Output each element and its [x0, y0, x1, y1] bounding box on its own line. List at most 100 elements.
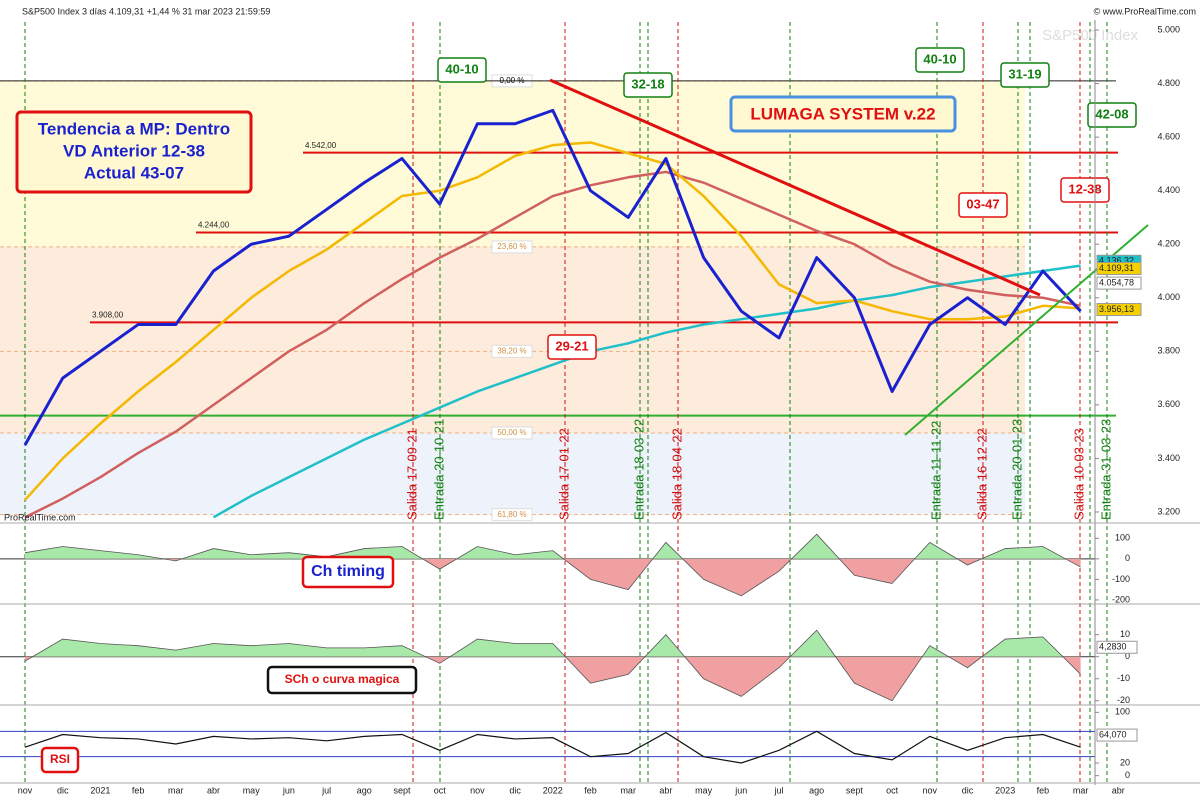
- y-tick-label: 10: [1120, 629, 1130, 639]
- osc-line: [24, 629, 1081, 702]
- score-box: [1000, 62, 1050, 88]
- x-tick-label: 2023: [995, 785, 1015, 795]
- fib-label: 61,80 %: [497, 510, 526, 519]
- x-tick-label: mar: [168, 785, 184, 795]
- header-site: © www.ProRealTime.com: [1094, 6, 1196, 16]
- score-box: [437, 57, 487, 83]
- rsi-line: [24, 730, 1081, 764]
- price-tag: [1096, 303, 1142, 317]
- fib-label: 38,20 %: [497, 346, 526, 355]
- y-tick-label: 100: [1115, 533, 1130, 543]
- box: [15, 110, 253, 194]
- x-tick-label: 2022: [543, 785, 563, 795]
- score-text: 32-18: [631, 76, 664, 91]
- y-tick-label: 5.000: [1157, 24, 1180, 34]
- y-tick-label: 3.200: [1157, 506, 1180, 516]
- fib-band: [0, 432, 1025, 515]
- y-tick-label: 4.800: [1157, 78, 1180, 88]
- osc-area: [25, 534, 1066, 559]
- panel-label-box: [301, 555, 395, 589]
- header-title: S&P500 Index 3 días 4.109,31 +1,44 % 31 …: [22, 6, 270, 16]
- grid: 0,00 %23,60 %38,20 %50,00 %61,80 %: [0, 74, 1025, 522]
- x-tick-label: oct: [434, 785, 447, 795]
- score-text: 42-08: [1095, 106, 1128, 121]
- fib-label: 50,00 %: [497, 428, 526, 437]
- score-text: 40-10: [923, 51, 956, 66]
- footer: ProRealTime.com: [4, 512, 76, 522]
- panel-label: SCh o curva magica: [285, 672, 400, 686]
- price-tag: [1096, 262, 1142, 276]
- box-text: Tendencia a MP: Dentro: [38, 119, 230, 138]
- signal-label: Entrada 18-03-22: [631, 419, 646, 520]
- box-text: Actual 43-07: [84, 163, 184, 182]
- x-tick-label: may: [695, 785, 713, 795]
- y-tick-label: 3.400: [1157, 453, 1180, 463]
- score-text: 03-47: [966, 196, 999, 211]
- y-tick-label: 3.800: [1157, 346, 1180, 356]
- x-tick-label: mar: [620, 785, 636, 795]
- y-tick-label: 4.000: [1157, 292, 1180, 302]
- fib-label: 23,60 %: [497, 242, 526, 251]
- y-tick-label: 4.400: [1157, 185, 1180, 195]
- price-tag: [1096, 276, 1142, 290]
- panel-label-box: [40, 746, 80, 774]
- x-tick-label: sept: [393, 785, 411, 795]
- x-tick-label: ago: [809, 785, 824, 795]
- level-label: 4.244,00: [198, 221, 230, 230]
- series-line: [24, 170, 1081, 519]
- y-tick-label: 4.600: [1157, 132, 1180, 142]
- signal-label: Salida 10-03-23: [1071, 428, 1086, 520]
- fib-label-bg: [491, 508, 533, 522]
- y-tick-label: 20: [1120, 757, 1130, 767]
- panel-tag-label: 4,2830: [1099, 642, 1127, 652]
- panel-tag: [1096, 728, 1138, 742]
- trend-box: Tendencia a MP: Dentro VD Anterior 12-38…: [15, 110, 253, 194]
- x-tick-label: abr: [659, 785, 672, 795]
- panel-label: Ch timing: [311, 563, 385, 580]
- x-tick-label: jun: [734, 785, 747, 795]
- x-tick-label: nov: [18, 785, 33, 795]
- score-box: [1060, 177, 1110, 203]
- level-label: 3.908,00: [92, 311, 124, 320]
- x-tick-label: feb: [132, 785, 145, 795]
- y-tick-label: -200: [1112, 594, 1130, 604]
- signal-label: Entrada 11-11-22: [928, 421, 943, 520]
- x-tick-label: feb: [584, 785, 597, 795]
- osc-line: [24, 533, 1081, 597]
- fib-band: [0, 351, 1025, 433]
- fib-label-bg: [491, 344, 533, 358]
- y-tick-label: -10: [1117, 673, 1130, 683]
- signal-label: Salida 17-09-21: [404, 428, 419, 520]
- score-box: [547, 334, 597, 360]
- y-tick-label: 0: [1125, 770, 1130, 780]
- x-tick-label: jun: [282, 785, 295, 795]
- x-tick-label: jul: [321, 785, 331, 795]
- y-tick-label: 4.200: [1157, 239, 1180, 249]
- x-tick-label: may: [243, 785, 261, 795]
- x-tick-label: ago: [357, 785, 372, 795]
- score-text: 29-21: [555, 338, 588, 353]
- x-tick-label: sept: [846, 785, 864, 795]
- x-tick-label: dic: [509, 785, 521, 795]
- y-tick-label: -20: [1117, 695, 1130, 705]
- y-tick-label: 0: [1125, 553, 1130, 563]
- score-boxes: 40-10 32-18 40-10 31-19 42-08 03-47 12-38 29-21: [437, 47, 1137, 360]
- price-tag-label: 4.109,31: [1099, 263, 1134, 273]
- osc-area: [25, 656, 1081, 701]
- fib-label-bg: [491, 426, 533, 440]
- x-tick-label: mar: [1073, 785, 1089, 795]
- panel-label-box: [266, 665, 418, 695]
- panel-tag-label: 64,070: [1099, 729, 1127, 739]
- price-tag-label: 3.956,13: [1099, 304, 1134, 314]
- x-tick-label: nov: [470, 785, 485, 795]
- x-tick-label: dic: [962, 785, 974, 795]
- signal-label: Salida 17-01-22: [556, 428, 571, 520]
- x-tick-label: feb: [1037, 785, 1050, 795]
- panel-tag: [1096, 640, 1138, 654]
- fib-label-bg: [491, 240, 533, 254]
- x-tick-label: dic: [57, 785, 69, 795]
- price-tag-label: 4.136,32: [1099, 256, 1134, 266]
- panel-label: RSI: [50, 752, 70, 766]
- score-box: [1087, 102, 1137, 128]
